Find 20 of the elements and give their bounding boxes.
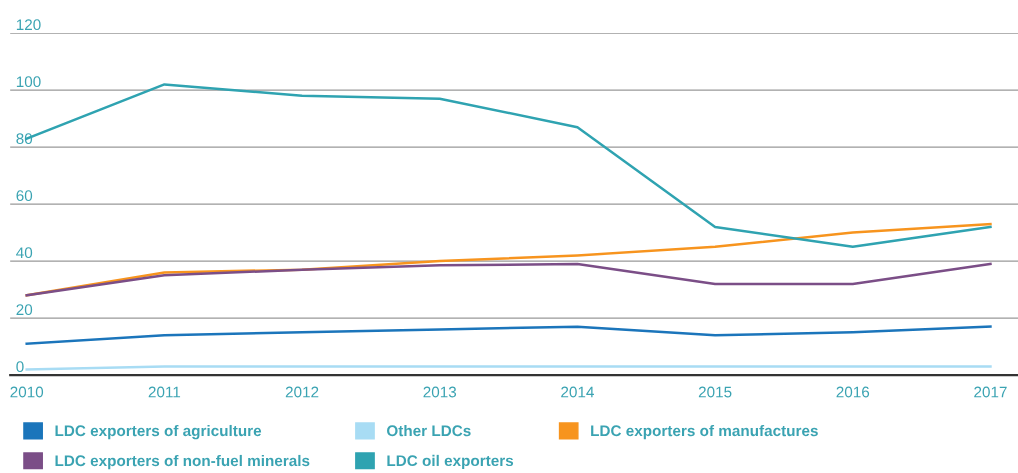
x-tick-label: 2012 — [285, 386, 319, 398]
legend-label: LDC exporters of agriculture — [55, 424, 262, 440]
y-tick-label: 0 — [16, 361, 24, 373]
x-tick-label: 2013 — [423, 386, 457, 398]
x-tick-label: 2011 — [148, 386, 181, 398]
y-tick-label: 20 — [16, 304, 33, 316]
x-tick-label: 2014 — [561, 386, 594, 398]
x-tick-label: 2015 — [698, 386, 732, 398]
x-tick-label: 2016 — [836, 386, 870, 398]
legend-label: LDC exporters of manufactures — [591, 424, 818, 440]
y-tick-label: 40 — [16, 247, 33, 259]
y-tick-label: 120 — [16, 19, 41, 31]
y-tick-label: 100 — [16, 76, 41, 88]
x-tick-label: 2010 — [10, 386, 44, 398]
y-tick-label: 80 — [16, 133, 33, 145]
legend-label: LDC exporters of non-fuel minerals — [55, 454, 310, 470]
legend-label: LDC oil exporters — [387, 454, 514, 470]
y-tick-label: 60 — [16, 190, 33, 202]
legend-label: Other LDCs — [387, 424, 471, 437]
x-tick-label: 2017 — [974, 386, 1007, 398]
